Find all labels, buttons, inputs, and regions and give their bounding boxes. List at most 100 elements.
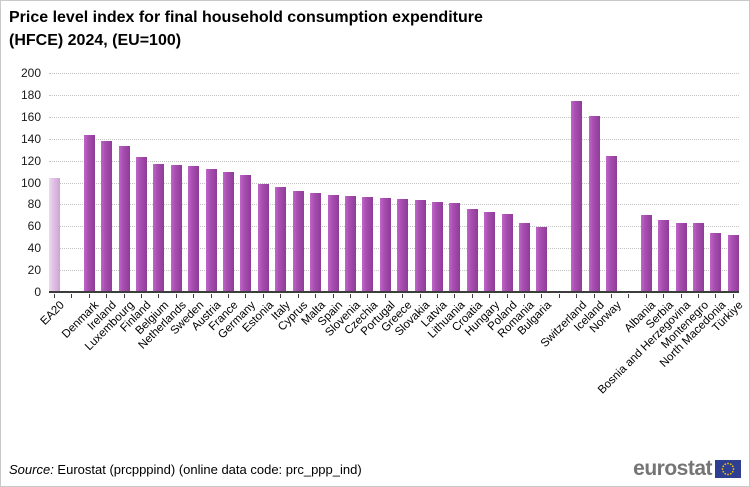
gridline-100 [49,182,739,184]
bar-slot-malta: Malta [299,73,328,328]
bar-slot-croatia: Croatia [450,73,485,334]
gridline-60 [49,226,739,228]
eurostat-logo-text: eurostat [633,457,712,480]
bar-slot-netherlands: Netherlands [136,73,189,352]
gridline-200 [49,73,739,74]
chart-title: Price level index for final household co… [9,6,649,52]
chart-title-line1: Price level index for final household co… [9,9,483,26]
bar-slot-t-rkiye: Türkiye [710,73,746,334]
bar-slot-norway: Norway [588,73,624,335]
bar-finland [136,157,148,292]
bar-north-macedonia [710,232,722,292]
gridline-180 [49,94,739,96]
bar-switzerland [571,101,583,292]
y-tick-label-180: 180 [20,87,41,102]
bar-slot-slovakia: Slovakia [393,73,432,339]
bar-norway [606,156,617,292]
y-tick-label-0: 0 [34,285,41,299]
bar-slot-france: France [207,73,241,333]
bar-croatia [466,208,478,292]
bar-slot-spain: Spain [316,73,345,329]
bar-slot-hungary: Hungary [463,73,502,339]
group-gap-1 [66,73,77,298]
bar-serbia [658,219,670,292]
y-tick-label-120: 120 [20,153,41,168]
bar-lithuania [449,203,461,292]
bar-latvia [431,202,443,292]
bar-slot-north-macedonia: North Macedonia [658,73,728,370]
y-tick-label-40: 40 [27,241,41,256]
y-tick-label-200: 200 [20,66,41,80]
eurostat-logo: eurostat [633,458,741,479]
gridline-80 [49,204,739,206]
bar-luxembourg [118,146,130,292]
bar-slot-greece: Greece [380,73,415,334]
y-tick-label-20: 20 [27,263,41,278]
bar-slot-poland: Poland [486,73,519,333]
footer: Source: Eurostat (prcpppind) (online dat… [1,452,749,486]
bar-slovakia [414,200,426,292]
bar-poland [501,214,513,292]
gridline-120 [49,160,739,162]
bar-germany [240,174,252,292]
bar-estonia [257,183,269,292]
bar-slot-cyprus: Cyprus [276,73,310,334]
y-tick-label-60: 60 [27,219,41,234]
bar-bulgaria [536,227,548,292]
bar-slot-denmark: Denmark [60,73,102,341]
bar-france [223,171,235,292]
bar-slot-montenegro: Montenegro [659,73,711,351]
bar-slot-belgium: Belgium [133,73,171,337]
bar-austria [205,169,217,292]
bar-czechia [362,196,374,292]
bar-denmark [83,135,95,292]
bar-slot-serbia: Serbia [644,73,676,331]
bar-cyprus [292,191,304,292]
x-label-ea20: EA20 [38,299,67,328]
y-tick-label-100: 100 [20,175,41,190]
bar-slot-albania: Albania [623,73,659,335]
bar-t-rkiye [727,235,739,292]
gridline-20 [49,270,739,272]
gridline-140 [49,138,739,140]
bar-ireland [101,140,113,292]
bar-slot-romania: Romania [496,73,537,340]
bar-slot-iceland: Iceland [572,73,606,334]
x-axis-line [49,291,739,293]
bar-hungary [484,212,496,292]
bar-malta [310,193,322,292]
y-tick-label-160: 160 [20,109,41,124]
bar-greece [397,198,409,292]
source-label: Source: [9,462,54,477]
bar-slot-sweden: Sweden [168,73,206,337]
bar-slot-czechia: Czechia [342,73,380,337]
bar-slot-slovenia: Slovenia [323,73,363,339]
bar-slot-finland: Finland [119,73,154,334]
bar-slot-italy: Italy [270,73,293,323]
source-text: Eurostat (prcpppind) (online data code: … [53,462,362,477]
bar-belgium [153,163,165,292]
bar-slot-ireland: Ireland [86,73,119,333]
bar-spain [327,194,339,292]
bar-slot-germany: Germany [216,73,258,341]
bar-ea20 [49,178,60,292]
chart-title-line2: (HFCE) 2024, (EU=100) [9,32,182,50]
bar-slot-lithuania: Lithuania [426,73,467,341]
bar-slot-luxembourg: Luxembourg [83,73,136,353]
bar-slot-switzerland: Switzerland [538,73,589,350]
bar-slot-latvia: Latvia [420,73,450,329]
source-note: Source: Eurostat (prcpppind) (online dat… [9,462,362,477]
bar-slot-ea20: EA20 [38,73,67,328]
y-tick-label-140: 140 [20,131,41,146]
bar-sweden [188,166,200,292]
bar-netherlands [170,164,182,292]
group-gap-3 [623,73,634,298]
bar-slot-portugal: Portugal [359,73,397,338]
bar-romania [518,223,530,292]
bar-slovenia [344,195,356,292]
bar-portugal [379,197,391,292]
bar-slot-estonia: Estonia [240,73,276,335]
bar-bosnia-and-herzegovina [675,223,687,292]
bar-montenegro [693,223,705,292]
